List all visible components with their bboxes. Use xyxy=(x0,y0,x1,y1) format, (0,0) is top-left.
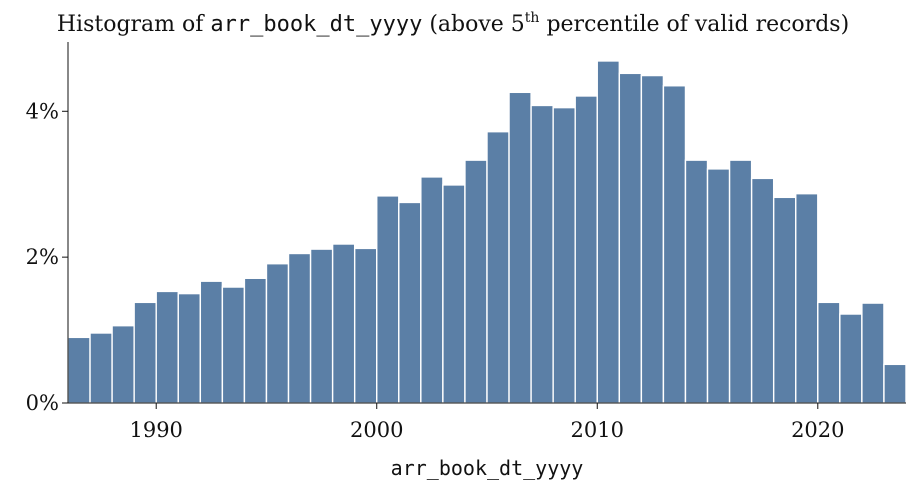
histogram-bar xyxy=(331,243,356,404)
histogram-bar xyxy=(133,301,157,404)
histogram-bar xyxy=(398,201,422,404)
chart-title: Histogram of arr_book_dt_yyyy (above 5th… xyxy=(57,10,849,37)
histogram-bar xyxy=(684,159,709,404)
histogram-bar xyxy=(640,74,665,404)
y-tick-label: 4% xyxy=(26,99,59,123)
x-tick-label: 2000 xyxy=(350,418,403,442)
histogram-bar xyxy=(177,292,202,404)
histogram-bar xyxy=(883,363,906,404)
histogram-bar xyxy=(265,263,290,404)
histogram-bar xyxy=(309,248,334,404)
histogram-bar xyxy=(464,159,488,404)
histogram-bar xyxy=(508,91,532,404)
histogram-bar xyxy=(89,332,113,404)
histogram-bar xyxy=(772,196,797,404)
x-tick-label: 1990 xyxy=(129,418,182,442)
title-suffix: percentile of valid records) xyxy=(539,12,849,37)
title-prefix: Histogram of xyxy=(57,12,211,37)
x-axis: 1990 2000 2010 2020 xyxy=(68,402,906,442)
y-tick-label: 0% xyxy=(26,391,59,415)
histogram-bar xyxy=(552,106,576,404)
histogram-bar xyxy=(530,104,554,404)
histogram-bar xyxy=(662,85,687,404)
histogram-bar xyxy=(442,184,466,404)
x-tick-label: 2020 xyxy=(791,418,844,442)
histogram-bar xyxy=(706,168,731,404)
title-variable: arr_book_dt_yyyy xyxy=(210,12,422,37)
x-axis-label: arr_book_dt_yyyy xyxy=(391,456,584,480)
histogram-bar xyxy=(861,302,885,404)
histogram-bar xyxy=(574,95,598,404)
histogram-bar xyxy=(199,280,224,404)
histogram-bar xyxy=(618,72,643,404)
y-tick-label: 2% xyxy=(26,245,59,269)
histogram-bar xyxy=(728,159,753,404)
histogram-bar xyxy=(596,60,621,404)
histogram-bar xyxy=(376,195,400,404)
histogram-bar xyxy=(111,324,135,404)
histogram-bar xyxy=(486,130,510,404)
histogram-bar xyxy=(287,252,312,404)
y-axis: 0% 2% 4% xyxy=(26,42,69,415)
histogram-bar xyxy=(839,313,863,404)
histogram-bar xyxy=(155,290,179,404)
title-superscript: th xyxy=(525,10,540,26)
histogram-bar xyxy=(243,277,268,404)
histogram-bar xyxy=(750,177,775,404)
title-middle: (above 5 xyxy=(422,12,524,37)
histogram-bar xyxy=(67,336,91,404)
histogram-bar xyxy=(817,301,841,404)
bars-group xyxy=(67,60,906,404)
histogram-bar xyxy=(795,192,819,404)
histogram-bar xyxy=(221,286,246,404)
histogram-bar xyxy=(353,247,378,404)
histogram-bar xyxy=(420,176,444,404)
x-tick-label: 2010 xyxy=(571,418,624,442)
